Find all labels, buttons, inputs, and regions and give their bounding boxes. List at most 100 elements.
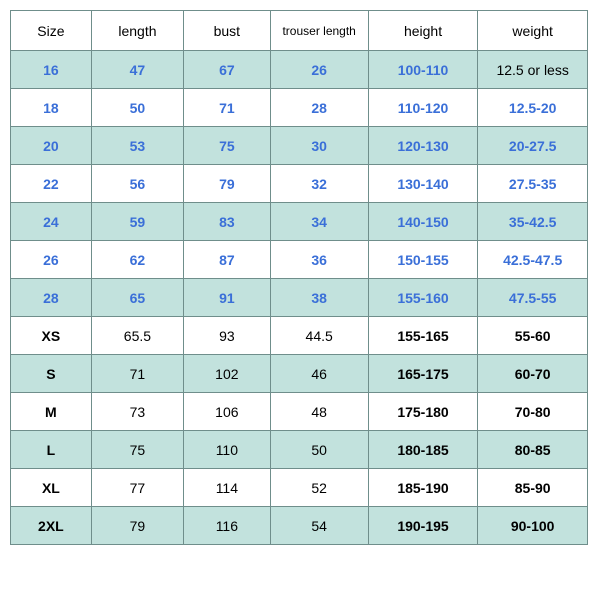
table-cell: 85-90	[478, 469, 588, 507]
table-cell: 73	[91, 393, 183, 431]
cell-value: 190-195	[397, 518, 448, 534]
cell-value: 52	[311, 480, 327, 496]
table-cell: 22	[11, 165, 92, 203]
table-cell: 48	[270, 393, 368, 431]
table-body: 16476726100-11012.5 or less18507128110-1…	[11, 51, 588, 545]
table-cell: 35-42.5	[478, 203, 588, 241]
table-cell: 28	[11, 279, 92, 317]
table-cell: XL	[11, 469, 92, 507]
table-cell: 36	[270, 241, 368, 279]
cell-value: 50	[130, 100, 146, 116]
table-row: XL 77 114 52 185-190 85-90	[11, 469, 588, 507]
cell-value: 18	[43, 100, 59, 116]
table-row: 2662 87 36 150-155 42.5-47.5	[11, 241, 588, 279]
table-row: 28659138155-16047.5-55	[11, 279, 588, 317]
table-cell: XS	[11, 317, 92, 355]
table-cell: 54	[270, 507, 368, 545]
cell-value: 27.5-35	[509, 176, 556, 192]
table-cell: 79	[184, 165, 271, 203]
cell-value: 155-160	[397, 290, 448, 306]
table-cell: 20-27.5	[478, 127, 588, 165]
table-cell: 140-150	[368, 203, 478, 241]
table-cell: 30	[270, 127, 368, 165]
table-cell: 91	[184, 279, 271, 317]
cell-value: 59	[130, 214, 146, 230]
cell-value: 110	[216, 442, 238, 458]
cell-value: 77	[130, 480, 146, 496]
cell-value: 55-60	[515, 328, 551, 344]
table-cell: 83	[184, 203, 271, 241]
cell-value: 44.5	[306, 328, 333, 344]
cell-value: 93	[219, 328, 235, 344]
cell-value: 71	[130, 366, 146, 382]
cell-value: 54	[311, 518, 327, 534]
table-cell: 26	[11, 241, 92, 279]
table-row: 2XL7911654190-19590-100	[11, 507, 588, 545]
table-cell: 65.5	[91, 317, 183, 355]
cell-value: L	[47, 442, 56, 458]
table-cell: 26	[270, 51, 368, 89]
column-header: trouser length	[270, 11, 368, 51]
table-cell: 42.5-47.5	[478, 241, 588, 279]
table-cell: 165-175	[368, 355, 478, 393]
cell-value: 24	[43, 214, 59, 230]
table-cell: 120-130	[368, 127, 478, 165]
table-cell: 18	[11, 89, 92, 127]
table-row: XS 65.5 93 44.5 155-165 55-60	[11, 317, 588, 355]
table-cell: L	[11, 431, 92, 469]
size-chart: Sizelengthbusttrouser lengthheightweight…	[0, 0, 600, 545]
cell-value: 46	[311, 366, 327, 382]
cell-value: 114	[216, 480, 238, 496]
table-cell: 155-165	[368, 317, 478, 355]
cell-value: 42.5-47.5	[503, 252, 562, 268]
cell-value: 28	[311, 100, 327, 116]
table-cell: 102	[184, 355, 271, 393]
cell-value: 73	[130, 404, 146, 420]
cell-value: 60-70	[515, 366, 551, 382]
table-cell: M	[11, 393, 92, 431]
table-cell: 46	[270, 355, 368, 393]
table-cell: 20	[11, 127, 92, 165]
cell-value: 75	[130, 442, 146, 458]
cell-value: 140-150	[397, 214, 448, 230]
table-cell: 55-60	[478, 317, 588, 355]
table-cell: 65	[91, 279, 183, 317]
cell-value: 35-42.5	[509, 214, 556, 230]
table-cell: 59	[91, 203, 183, 241]
table-cell: 93	[184, 317, 271, 355]
cell-value: 36	[311, 252, 327, 268]
table-cell: 50	[91, 89, 183, 127]
cell-value: 185-190	[397, 480, 448, 496]
cell-value: 87	[219, 252, 235, 268]
cell-value: 91	[219, 290, 235, 306]
table-cell: 80-85	[478, 431, 588, 469]
cell-value: 130-140	[397, 176, 448, 192]
cell-value: 150-155	[397, 252, 448, 268]
table-cell: 62	[91, 241, 183, 279]
cell-value: 26	[311, 62, 327, 78]
cell-value: 70-80	[515, 404, 551, 420]
cell-value: 120-130	[397, 138, 448, 154]
table-cell: 90-100	[478, 507, 588, 545]
table-cell: 53	[91, 127, 183, 165]
column-header: bust	[184, 11, 271, 51]
cell-value: 53	[130, 138, 146, 154]
table-cell: 77	[91, 469, 183, 507]
cell-value: 90-100	[511, 518, 555, 534]
table-cell: 100-110	[368, 51, 478, 89]
size-table: Sizelengthbusttrouser lengthheightweight…	[10, 10, 588, 545]
table-cell: S	[11, 355, 92, 393]
column-header: length	[91, 11, 183, 51]
cell-value: S	[46, 366, 55, 382]
cell-value: 16	[43, 62, 59, 78]
cell-value: 65.5	[124, 328, 151, 344]
table-cell: 60-70	[478, 355, 588, 393]
cell-value: 83	[219, 214, 235, 230]
cell-value: 116	[216, 518, 238, 534]
table-row: 16476726100-11012.5 or less	[11, 51, 588, 89]
table-cell: 130-140	[368, 165, 478, 203]
table-header: Sizelengthbusttrouser lengthheightweight	[11, 11, 588, 51]
table-cell: 56	[91, 165, 183, 203]
table-cell: 44.5	[270, 317, 368, 355]
cell-value: 20	[43, 138, 59, 154]
